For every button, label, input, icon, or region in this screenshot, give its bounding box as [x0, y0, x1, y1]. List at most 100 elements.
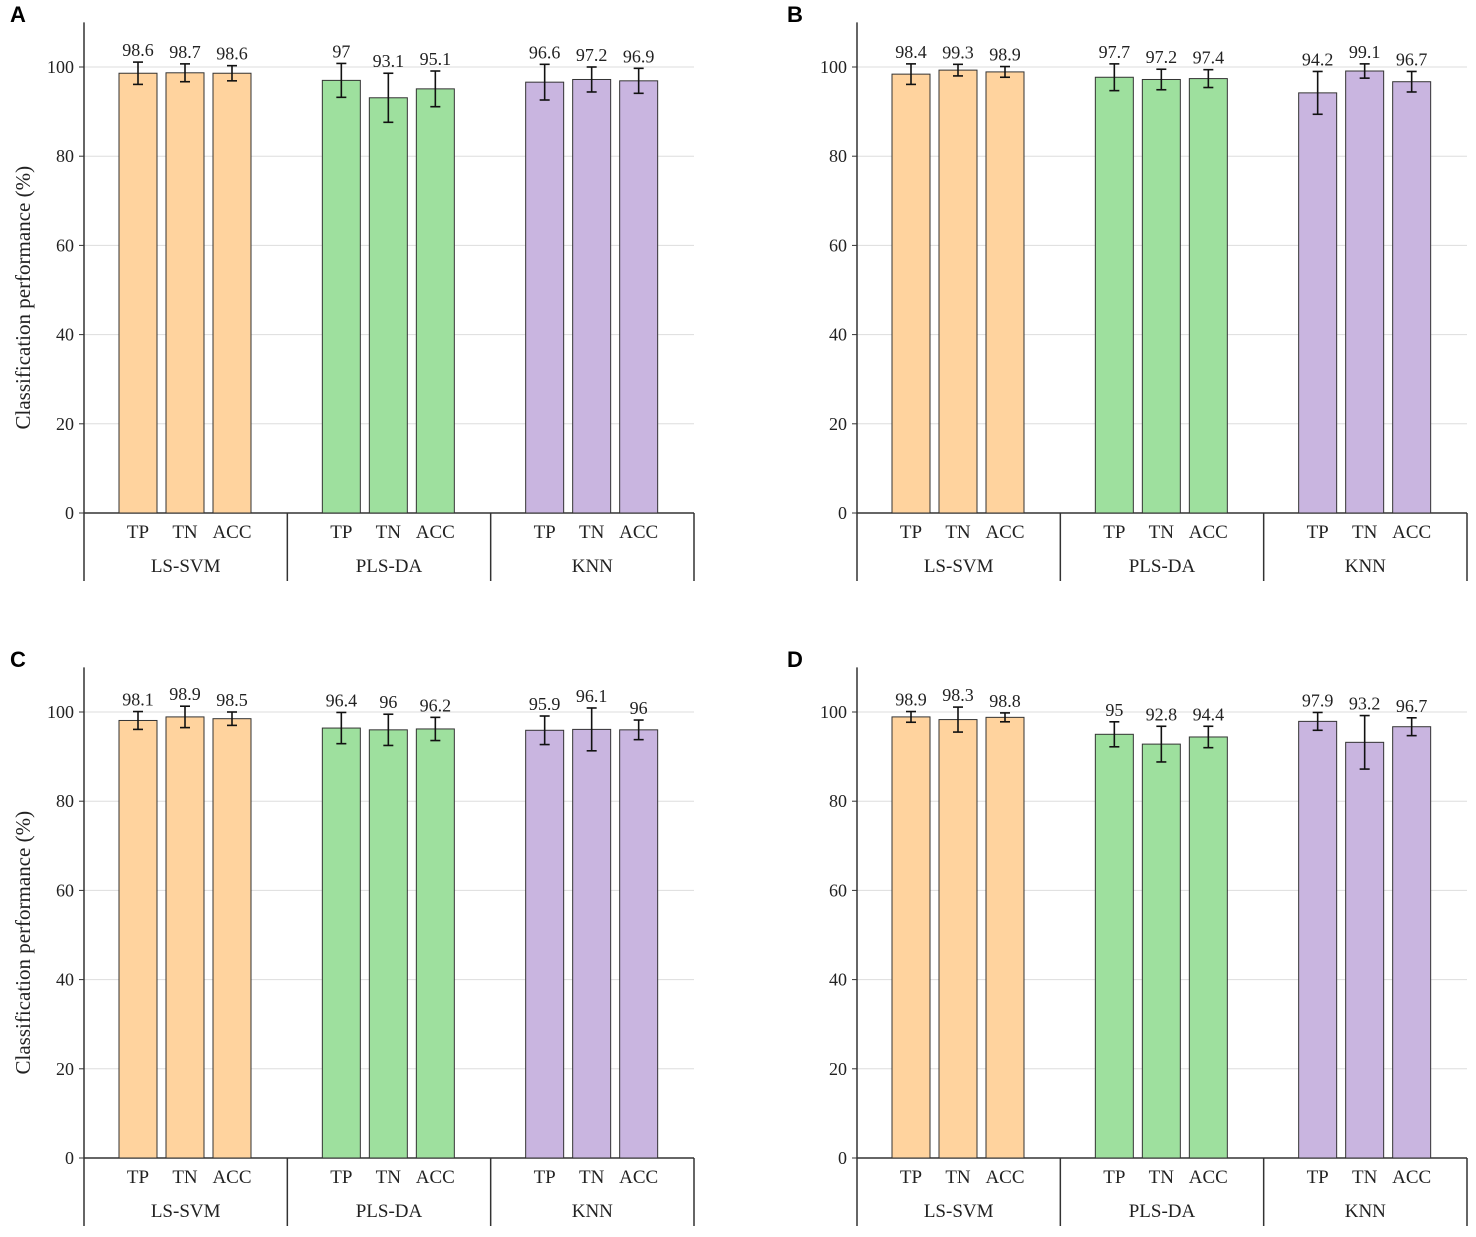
x-tick-label: TP — [900, 522, 922, 543]
data-label: 93.1 — [373, 51, 405, 71]
x-tick-label: ACC — [619, 522, 658, 543]
y-tick-label: 0 — [65, 503, 74, 523]
bar — [118, 72, 158, 514]
x-tick-label: ACC — [416, 1167, 455, 1188]
bar — [572, 728, 612, 1159]
bar — [1141, 743, 1181, 1159]
y-tick-label: 80 — [829, 146, 847, 166]
x-tick-label: TP — [1307, 1167, 1329, 1188]
group-label: KNN — [1345, 1201, 1386, 1222]
x-tick-label: TP — [534, 1167, 556, 1188]
bar — [118, 719, 158, 1159]
data-label: 96.4 — [326, 690, 358, 710]
group-label: PLS-DA — [1129, 556, 1196, 577]
data-label: 97.9 — [1302, 690, 1334, 710]
y-tick-label: 60 — [829, 235, 847, 255]
bar — [321, 727, 361, 1159]
data-label: 98.9 — [169, 684, 201, 704]
panel-d: D 0 20 40 60 80 100 LS-SVM 98.9 TP 98.3 TN 98.8 ACC PL… — [787, 647, 1468, 1226]
y-tick-label: 20 — [829, 414, 847, 434]
x-tick-label: ACC — [212, 1167, 251, 1188]
data-label: 99.3 — [942, 42, 974, 62]
data-label: 97.2 — [576, 45, 608, 65]
bar — [1094, 76, 1134, 514]
x-tick-label: TP — [900, 1167, 922, 1188]
data-label: 96.7 — [1396, 696, 1428, 716]
x-tick-label: TN — [376, 1167, 402, 1188]
data-label: 99.1 — [1349, 42, 1381, 62]
data-label: 98.9 — [989, 45, 1021, 65]
data-label: 96.7 — [1396, 49, 1428, 69]
group-label: KNN — [1345, 556, 1386, 577]
bar — [165, 716, 205, 1159]
panel-a: A 0 20 40 60 80 100 Classification performance … — [10, 2, 695, 581]
y-axis-label: Classification performance (%) — [11, 811, 35, 1075]
data-label: 96.1 — [576, 686, 608, 706]
x-tick-label: TN — [172, 1167, 198, 1188]
data-label: 96 — [379, 692, 397, 712]
bar — [212, 72, 252, 514]
x-tick-label: TN — [1352, 1167, 1378, 1188]
bar — [1298, 92, 1338, 514]
x-tick-label: TN — [945, 522, 971, 543]
x-tick-label: TP — [127, 522, 149, 543]
bar — [572, 78, 612, 514]
group-label: PLS-DA — [356, 556, 423, 577]
bar — [321, 79, 361, 514]
panel-letter: B — [787, 2, 803, 27]
bar — [368, 97, 408, 514]
x-tick-label: TN — [172, 522, 198, 543]
data-label: 97.2 — [1146, 47, 1178, 67]
y-tick-label: 100 — [820, 57, 847, 77]
bar — [891, 716, 931, 1159]
bar — [525, 729, 565, 1159]
panel-letter: A — [10, 2, 26, 27]
y-tick-label: 0 — [838, 1148, 847, 1168]
y-tick-label: 60 — [829, 880, 847, 900]
y-tick-label: 20 — [56, 414, 74, 434]
bar — [1392, 81, 1432, 514]
x-tick-label: TP — [1103, 1167, 1125, 1188]
y-tick-label: 40 — [56, 325, 74, 345]
bar — [938, 719, 978, 1159]
bar — [1188, 736, 1228, 1159]
y-axis-label: Classification performance (%) — [11, 166, 35, 430]
data-label: 95 — [1105, 700, 1123, 720]
data-label: 95.1 — [420, 49, 452, 69]
x-tick-label: TN — [376, 522, 402, 543]
bar — [415, 88, 455, 514]
data-label: 98.9 — [895, 690, 927, 710]
y-tick-label: 20 — [829, 1059, 847, 1079]
x-tick-label: TP — [330, 1167, 352, 1188]
x-tick-label: TN — [1149, 1167, 1175, 1188]
x-tick-label: TN — [579, 522, 605, 543]
y-tick-label: 80 — [56, 791, 74, 811]
group-label: KNN — [572, 1201, 613, 1222]
y-tick-label: 20 — [56, 1059, 74, 1079]
data-label: 98.8 — [989, 691, 1021, 711]
bar — [525, 81, 565, 514]
x-tick-label: TP — [534, 522, 556, 543]
data-label: 96.2 — [420, 695, 452, 715]
data-label: 97.4 — [1193, 48, 1225, 68]
x-tick-label: TN — [579, 1167, 605, 1188]
y-tick-label: 100 — [47, 702, 74, 722]
y-tick-label: 60 — [56, 235, 74, 255]
x-tick-label: ACC — [985, 522, 1024, 543]
data-label: 96 — [630, 698, 648, 718]
x-tick-label: ACC — [1189, 522, 1228, 543]
bar — [1141, 78, 1181, 514]
bar — [1298, 720, 1338, 1159]
y-tick-label: 40 — [829, 325, 847, 345]
group-label: LS-SVM — [924, 1201, 994, 1222]
data-label: 97.7 — [1099, 42, 1131, 62]
x-tick-label: ACC — [416, 522, 455, 543]
x-tick-label: TN — [945, 1167, 971, 1188]
data-label: 98.1 — [122, 690, 154, 710]
bar — [212, 718, 252, 1159]
bar — [1392, 726, 1432, 1159]
bar — [1094, 733, 1134, 1159]
y-tick-label: 40 — [56, 970, 74, 990]
panel-c: C 0 20 40 60 80 100 Classification performance … — [10, 647, 695, 1226]
